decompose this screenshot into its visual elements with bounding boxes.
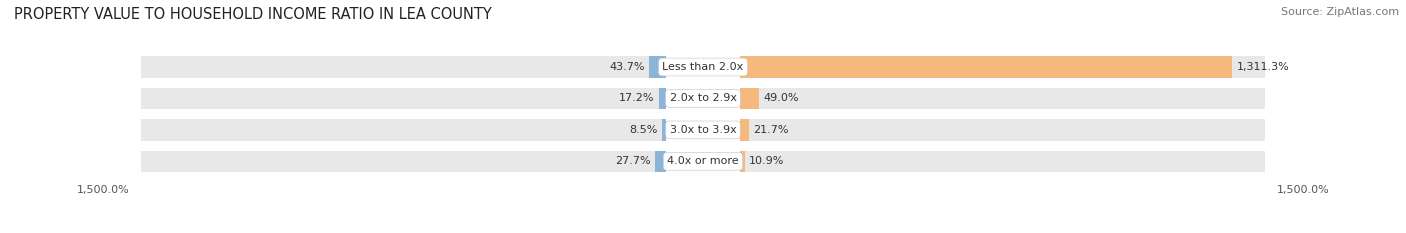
Text: 43.7%: 43.7%	[609, 62, 644, 72]
Text: 1,311.3%: 1,311.3%	[1237, 62, 1289, 72]
Text: 2.0x to 2.9x: 2.0x to 2.9x	[669, 93, 737, 103]
Text: 10.9%: 10.9%	[749, 156, 785, 166]
Bar	[741, 56, 1232, 78]
Bar	[741, 56, 1265, 78]
Text: 3.0x to 3.9x: 3.0x to 3.9x	[669, 125, 737, 135]
Text: 4.0x or more: 4.0x or more	[668, 156, 738, 166]
Bar	[659, 88, 665, 109]
Bar	[650, 56, 665, 78]
Bar	[141, 119, 665, 140]
Text: 8.5%: 8.5%	[630, 125, 658, 135]
Bar	[741, 119, 1265, 140]
Bar	[141, 88, 665, 109]
Text: 17.2%: 17.2%	[619, 93, 655, 103]
Bar	[741, 151, 1265, 172]
Bar	[741, 119, 748, 140]
Bar	[741, 151, 745, 172]
Bar	[741, 88, 1265, 109]
Text: PROPERTY VALUE TO HOUSEHOLD INCOME RATIO IN LEA COUNTY: PROPERTY VALUE TO HOUSEHOLD INCOME RATIO…	[14, 7, 492, 22]
Bar	[662, 119, 665, 140]
Bar	[655, 151, 665, 172]
Bar	[141, 56, 665, 78]
Text: 21.7%: 21.7%	[754, 125, 789, 135]
Bar	[741, 88, 759, 109]
Text: Less than 2.0x: Less than 2.0x	[662, 62, 744, 72]
Text: 27.7%: 27.7%	[614, 156, 651, 166]
Text: 49.0%: 49.0%	[763, 93, 799, 103]
Text: Source: ZipAtlas.com: Source: ZipAtlas.com	[1281, 7, 1399, 17]
Bar	[141, 151, 665, 172]
